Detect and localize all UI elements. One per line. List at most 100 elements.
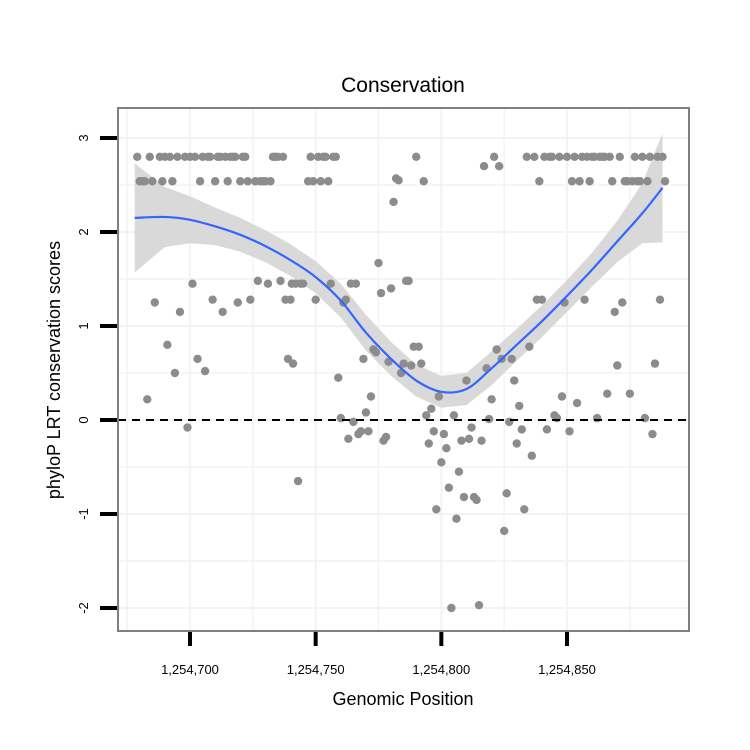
data-point [613,361,622,370]
data-point [575,177,584,186]
data-point [552,413,562,423]
data-point [499,526,509,536]
data-point [462,376,471,385]
data-point [263,279,273,288]
data-point [434,392,444,401]
data-point [474,600,484,610]
data-point [517,425,526,434]
data-point [422,411,431,420]
data-point [381,432,391,442]
data-point [236,177,245,186]
y-axis-ticks: -2 -1 0 1 2 3 [76,134,117,614]
data-point [168,177,177,186]
data-point [489,152,499,161]
data-points [133,152,670,613]
data-point [472,495,481,505]
x-tick-label: 1,254,850 [538,662,596,677]
y-axis-title: phyloP LRT conservation scores [44,241,64,499]
data-point [412,152,421,161]
data-point [241,152,250,161]
data-point [618,298,627,307]
smooth-line-layer [134,187,664,394]
data-point [183,423,192,432]
data-point [567,177,577,186]
data-point [266,177,275,186]
data-point [175,307,185,317]
data-point [158,177,167,186]
data-point [253,276,263,286]
data-point [432,505,441,514]
y-tick-label: -1 [76,508,91,520]
data-point [371,348,381,357]
data-point [414,342,423,351]
data-point [487,395,496,404]
data-point [288,359,298,368]
data-point [555,152,564,161]
data-point [530,152,539,161]
data-point [351,279,361,288]
data-point [316,177,325,186]
y-tick-label: 2 [76,228,91,235]
data-point [562,152,572,161]
data-point [655,295,665,304]
data-point [193,354,202,364]
data-point [364,427,373,436]
data-point [510,376,519,385]
data-point [341,295,351,304]
data-point [173,152,182,161]
data-point [522,152,531,161]
data-point [356,427,366,436]
data-point [190,152,200,161]
data-point [424,439,433,448]
data-point [547,152,557,161]
data-point [557,392,567,401]
data-point [165,152,175,161]
data-point [479,162,489,171]
data-point [133,152,142,161]
data-point [630,152,640,161]
data-point [140,177,149,186]
data-point [150,298,160,307]
data-point [650,359,660,368]
data-point [572,398,582,408]
data-point [195,177,205,186]
data-point [658,152,667,161]
data-point [615,152,624,161]
data-point [585,177,594,186]
data-point [635,177,645,186]
data-point [278,152,288,161]
data-point [324,177,333,186]
data-point [148,177,157,186]
smooth-fit-line [134,187,664,394]
data-point [648,429,657,439]
data-point [605,152,614,161]
data-point [334,373,343,382]
data-point [170,368,180,378]
data-point [645,152,655,161]
data-point [454,467,464,476]
data-point [580,295,589,304]
data-point [467,423,476,432]
data-point [218,307,227,317]
confidence-ribbon [134,133,663,408]
data-point [507,354,516,364]
data-point [394,176,403,185]
data-point [565,427,574,436]
data-point [603,389,612,398]
data-point [625,389,635,398]
data-point [374,258,383,268]
data-point [452,514,461,523]
data-point [205,152,215,161]
data-point [459,492,469,502]
y-tick-label: -2 [76,602,91,614]
chart-title: Conservation [341,74,465,97]
data-point [537,295,547,304]
data-point [520,505,529,514]
data-point [311,295,320,304]
x-tick-label: 1,254,800 [412,662,470,677]
data-point [417,359,426,368]
data-point [321,152,330,161]
data-point [512,439,521,448]
data-point [344,434,353,443]
